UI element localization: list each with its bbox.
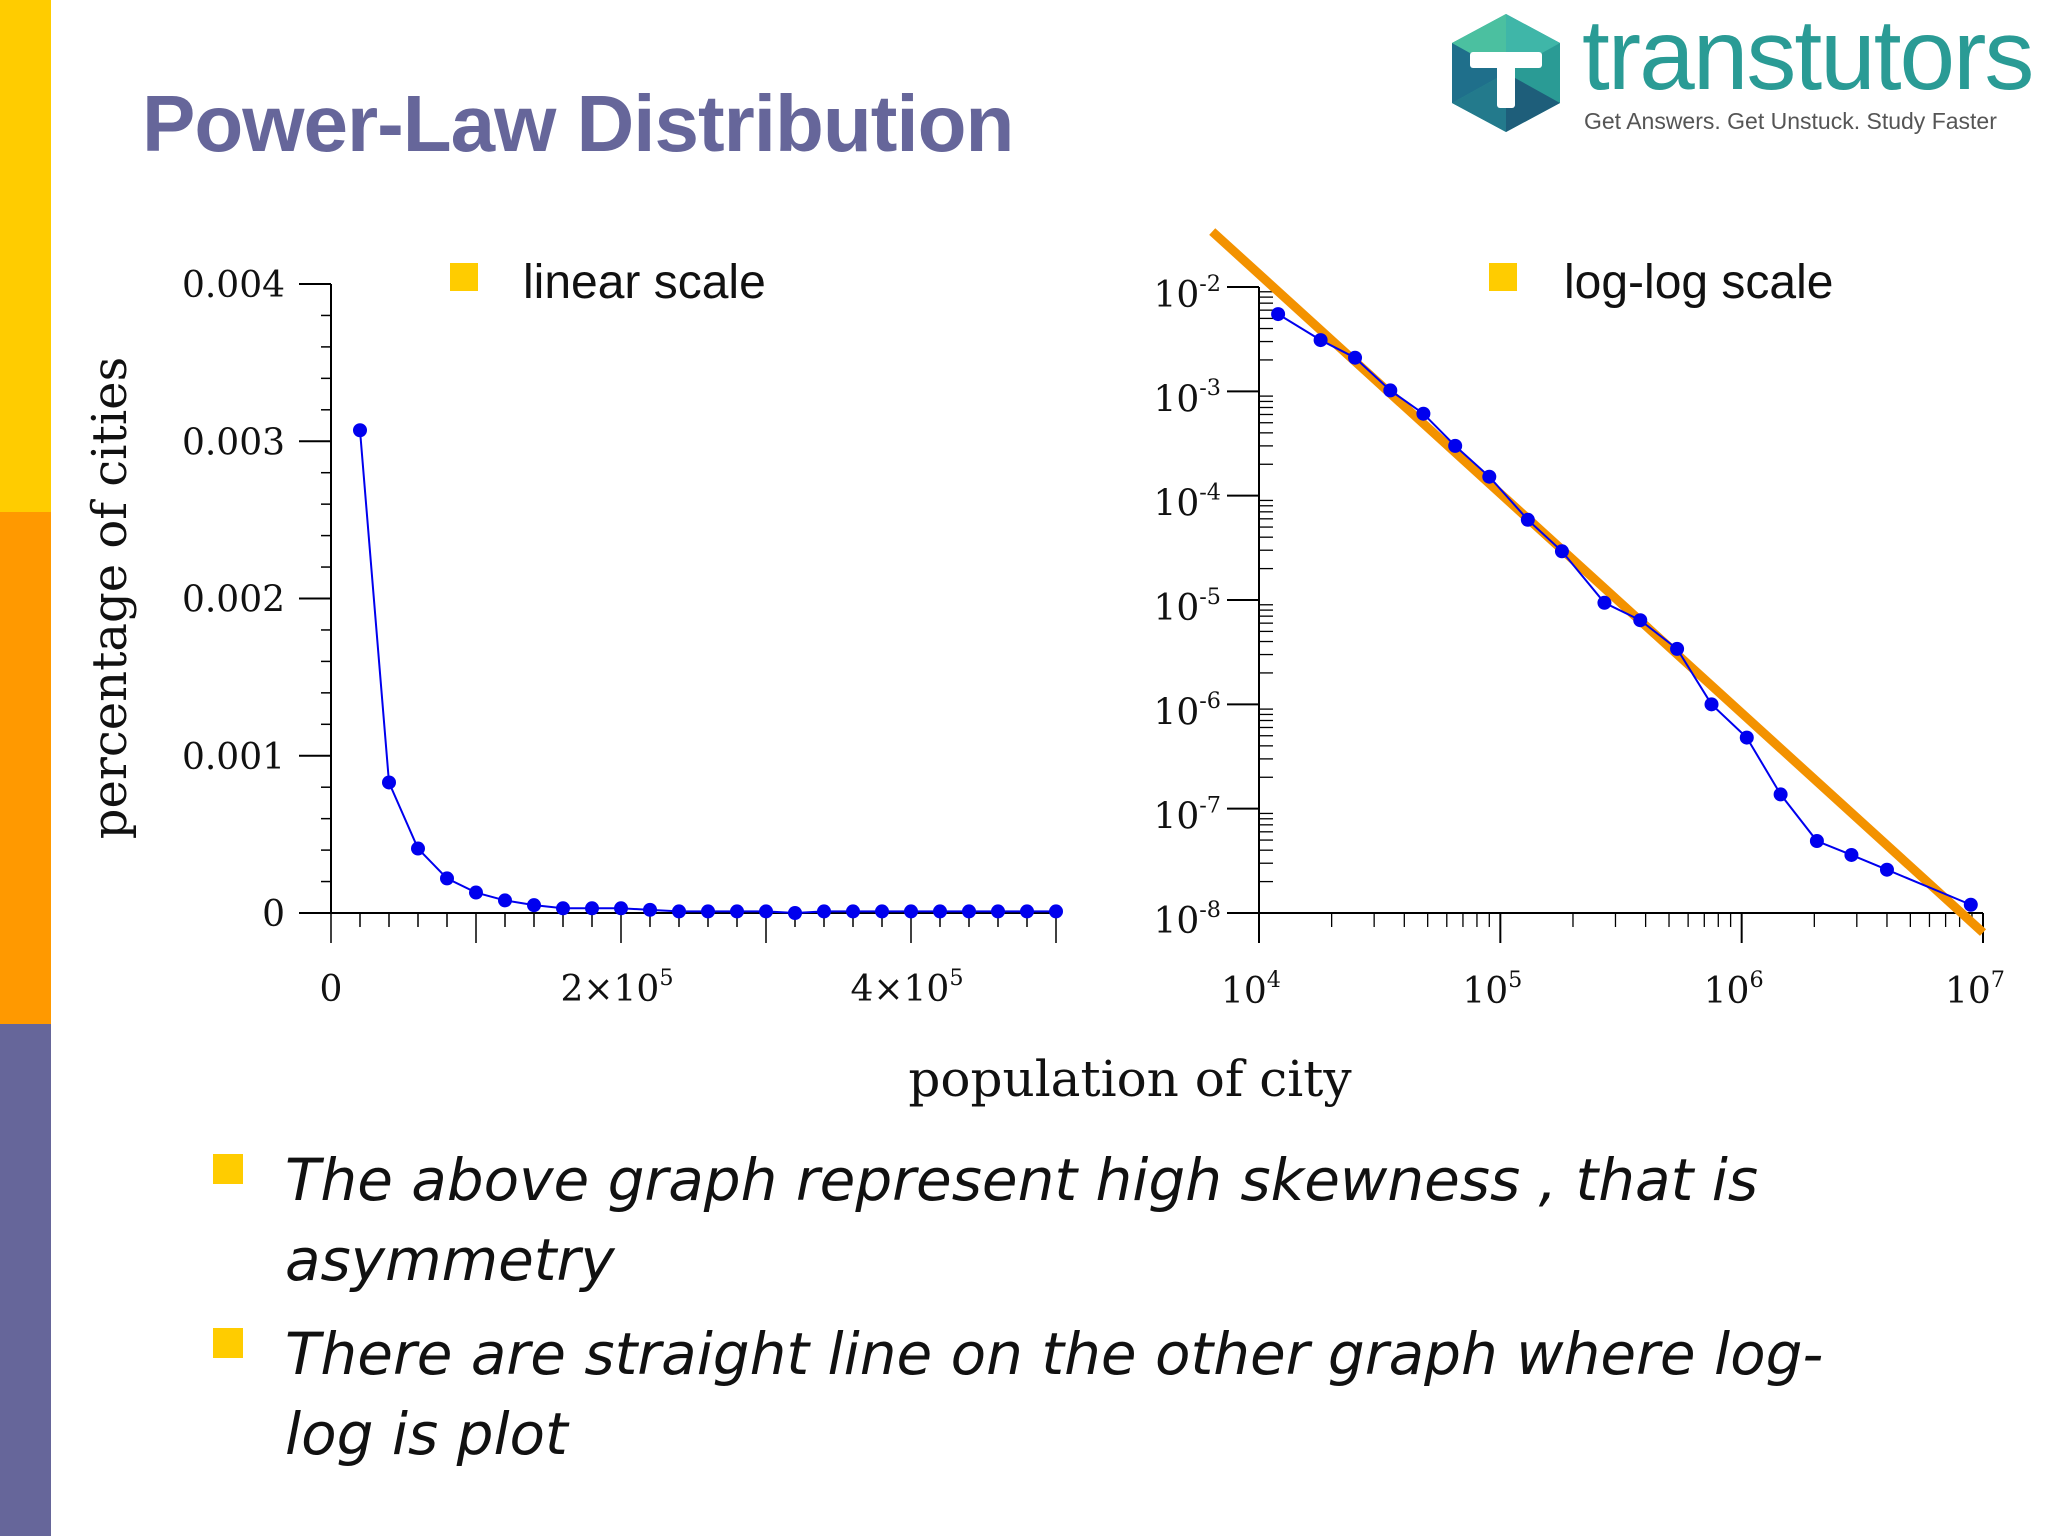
x-tick-label: 107 [1945, 967, 2005, 1012]
data-point [904, 904, 918, 919]
y-tick-label: 0.001 [182, 737, 285, 778]
data-point [846, 904, 860, 919]
data-point [1633, 613, 1648, 628]
power-law-charts: 0 0.001 0.002 0.003 0.004 0 2×105 4×105 percenta… [82, 228, 2005, 1108]
accent-bar-yellow [0, 0, 51, 512]
y-axis-label: percentage of cities [82, 357, 138, 839]
data-point [1554, 544, 1569, 559]
hexagon-logo-icon [1452, 14, 1560, 132]
x-tick-label: 2×105 [560, 965, 673, 1010]
brand-tagline: Get Answers. Get Unstuck. Study Faster [1584, 108, 1997, 134]
data-point [991, 904, 1005, 919]
legend-marker-icon [450, 263, 478, 291]
data-point [1482, 469, 1497, 484]
data-point [353, 423, 367, 438]
data-point [1739, 730, 1754, 745]
x-tick-label: 104 [1221, 967, 1281, 1012]
legend-label: log-log scale [1564, 256, 1833, 309]
bullet-text: The above graph represent high skewness … [285, 1146, 1759, 1294]
data-point [1271, 307, 1286, 322]
data-point [1809, 833, 1824, 848]
data-point [730, 904, 744, 919]
x-axis-label: population of city [908, 1050, 1352, 1108]
data-point [1020, 904, 1034, 919]
x-tick-label: 4×105 [850, 965, 963, 1010]
y-tick-label: 10-5 [1153, 584, 1221, 629]
x-tick-label: 0 [320, 969, 343, 1010]
y-tick-label: 10-4 [1153, 479, 1221, 524]
brand-name: transtutors [1582, 0, 2034, 111]
data-point [498, 893, 512, 908]
data-point [440, 871, 454, 886]
y-tick-label: 0.002 [182, 580, 285, 621]
data-point [1049, 904, 1063, 919]
data-point [585, 901, 599, 916]
y-tick-label: 10-6 [1153, 688, 1221, 733]
data-point [1597, 595, 1612, 610]
linear-scale-chart: 0 0.001 0.002 0.003 0.004 0 2×105 4×105 percenta… [82, 256, 1063, 1010]
y-tick-label: 10-2 [1153, 271, 1221, 316]
y-tick-label: 0.003 [182, 422, 285, 463]
data-point [788, 906, 802, 920]
data-point [759, 904, 773, 919]
x-tick-label: 105 [1462, 967, 1522, 1012]
y-tick-label: 10-7 [1153, 792, 1221, 837]
bullet-marker [213, 1328, 243, 1358]
y-tick-label: 10-8 [1153, 897, 1221, 942]
series-line [359, 430, 1056, 915]
data-point [1670, 641, 1685, 656]
slide-title: Power-Law Distribution [142, 79, 1014, 168]
data-point [411, 841, 425, 856]
data-point [643, 902, 657, 917]
y-tick-label: 10-3 [1153, 375, 1221, 420]
brand-logo: transtutors Get Answers. Get Unstuck. St… [1446, 0, 2036, 144]
data-point [672, 904, 686, 919]
data-point [1448, 438, 1463, 453]
data-point [1704, 697, 1719, 712]
accent-bar-purple [0, 1024, 51, 1536]
legend-marker-icon [1489, 263, 1517, 291]
accent-bar-orange [0, 512, 51, 1024]
data-point [1773, 787, 1788, 802]
data-point [469, 885, 483, 900]
legend-label: linear scale [523, 256, 766, 309]
data-point [1416, 406, 1431, 421]
data-point [1963, 897, 1978, 912]
data-point [933, 904, 947, 919]
data-point [1383, 383, 1398, 398]
data-point [1844, 847, 1859, 862]
data-point [701, 904, 715, 919]
bullet-item: The above graph represent high skewness … [210, 1140, 1910, 1300]
data-point [962, 904, 976, 919]
data-point [1879, 862, 1894, 877]
bullet-item: There are straight line on the other gra… [210, 1314, 1910, 1474]
data-point [527, 898, 541, 913]
data-point [1520, 512, 1535, 527]
y-tick-label: 0 [262, 894, 285, 935]
x-tick-label: 106 [1704, 967, 1764, 1012]
data-point [556, 901, 570, 916]
bullet-text: There are straight line on the other gra… [285, 1320, 1824, 1468]
data-point [1348, 350, 1363, 365]
y-tick-label: 0.004 [182, 265, 285, 306]
data-point [817, 904, 831, 919]
bullet-list: The above graph represent high skewness … [210, 1140, 1910, 1488]
data-point [1313, 333, 1328, 348]
data-point [875, 904, 889, 919]
data-point [614, 901, 628, 916]
data-point [382, 775, 396, 790]
reference-line [1209, 228, 1987, 936]
bullet-marker [213, 1154, 243, 1184]
